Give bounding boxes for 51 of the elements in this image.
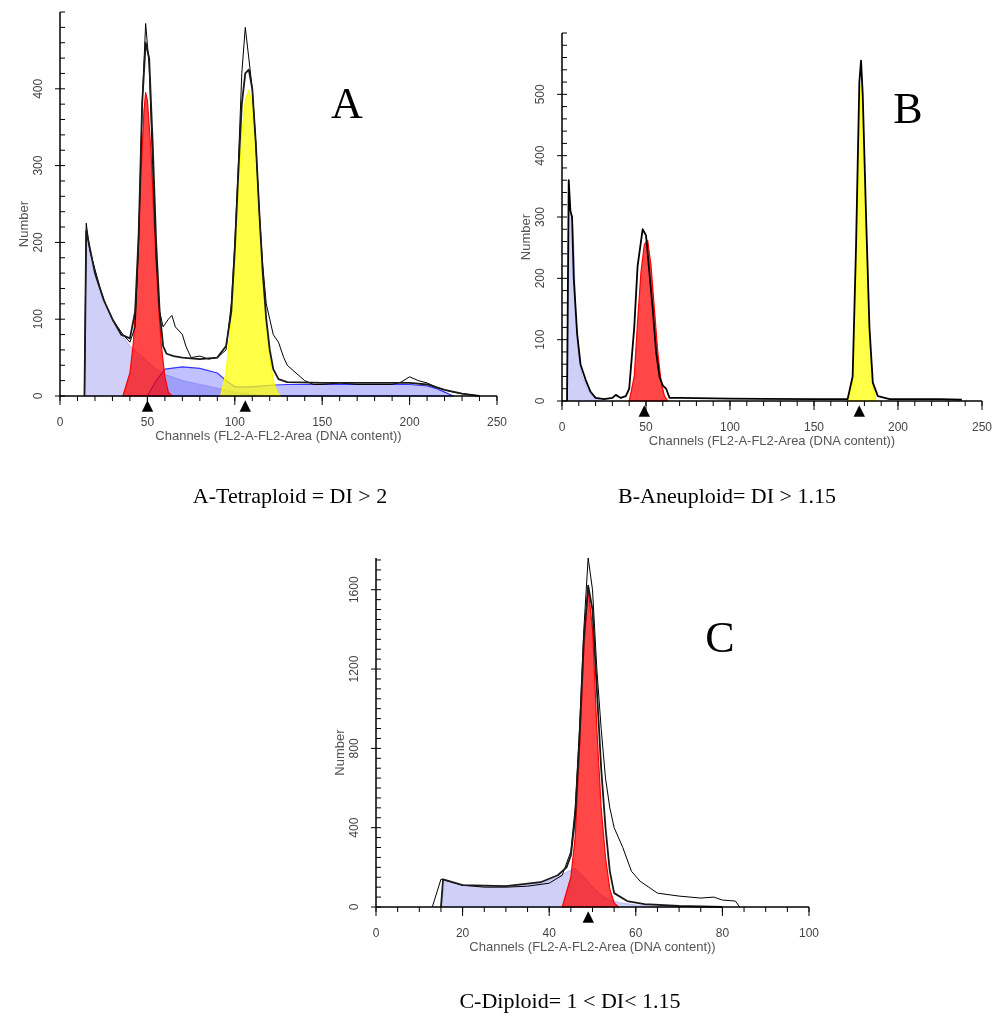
annotation: ▲: [853, 401, 866, 419]
annotation: ▲: [582, 907, 595, 925]
x-tick-label: 80: [715, 926, 730, 940]
x-tick-label: 40: [542, 926, 557, 940]
y-tick-label: 200: [31, 232, 45, 253]
y-tick-label: 300: [533, 206, 547, 228]
y-tick-label: 0: [31, 392, 45, 400]
y-tick-label: 500: [533, 84, 547, 105]
y-tick-label: 100: [31, 308, 45, 330]
x-tick-label: 250: [971, 420, 993, 434]
y-tick-label: 0: [347, 903, 361, 911]
y-axis-title: Number: [332, 728, 347, 776]
text: A: [331, 79, 364, 128]
y-tick-label: 300: [31, 155, 45, 176]
x-tick-label: 150: [312, 415, 333, 429]
text: B-Aneuploid= DI > 1.15: [618, 483, 836, 508]
x-tick-label: 200: [887, 420, 909, 434]
x-tick-label: 60: [629, 926, 643, 940]
x-axis-title: Channels (FL2-A-FL2-Area (DNA content)): [155, 428, 402, 443]
y-tick-label: 200: [533, 268, 547, 289]
y-tick-label: 1200: [347, 655, 361, 683]
y-axis-title: Number: [518, 213, 533, 261]
y-axis-title: Number: [16, 200, 31, 248]
x-tick-label: 20: [455, 926, 470, 940]
annotation: ▲: [239, 396, 252, 414]
x-tick-label: 50: [639, 420, 653, 434]
text: C: [705, 613, 735, 662]
x-tick-label: 100: [224, 415, 246, 429]
x-tick-label: 250: [486, 415, 508, 429]
x-axis-title: Channels (FL2-A-FL2-Area (DNA content)): [469, 939, 716, 954]
y-tick-label: 400: [347, 817, 361, 838]
x-tick-label: 0: [56, 415, 64, 429]
x-tick-label: 0: [372, 926, 380, 940]
x-tick-label: 50: [140, 415, 155, 429]
y-tick-label: 400: [31, 78, 45, 99]
y-tick-label: 800: [347, 738, 361, 759]
x-tick-label: 0: [558, 420, 566, 434]
y-tick-label: 0: [533, 397, 547, 405]
y-tick-label: 1600: [347, 576, 361, 604]
text: A-Tetraploid = DI > 2: [192, 483, 388, 508]
text: C-Diploid= 1 < DI< 1.15: [459, 988, 681, 1013]
annotation: ▲: [141, 396, 154, 414]
text: B: [893, 84, 923, 133]
annotation: ▲: [638, 401, 651, 419]
x-tick-label: 100: [719, 420, 741, 434]
x-tick-label: 100: [798, 926, 820, 940]
x-tick-label: 200: [399, 415, 420, 429]
x-axis-title: Channels (FL2-A-FL2-Area (DNA content)): [648, 433, 896, 448]
x-tick-label: 150: [803, 420, 825, 434]
y-tick-label: 100: [533, 329, 547, 350]
y-tick-label: 400: [533, 145, 547, 166]
